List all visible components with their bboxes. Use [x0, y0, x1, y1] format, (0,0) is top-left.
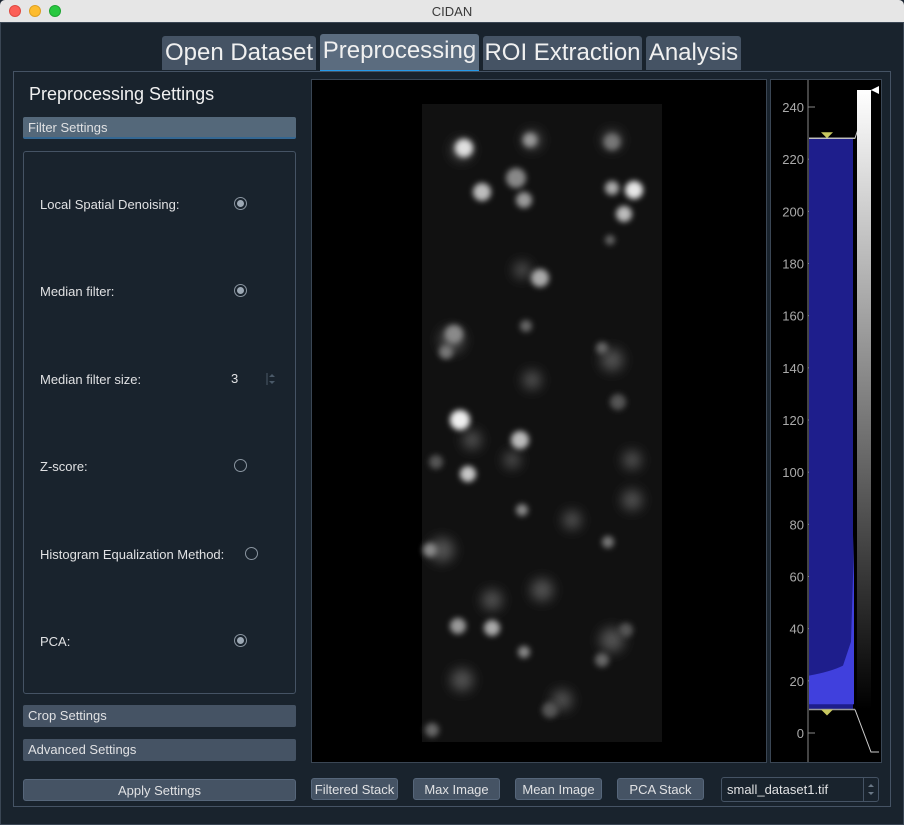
histogram-tick-label: 180 [782, 257, 804, 272]
pca-stack-button[interactable]: PCA Stack [617, 778, 704, 800]
histogram-distribution [809, 534, 854, 705]
chevron-updown-icon [863, 778, 874, 801]
histogram-tick-label: 220 [782, 152, 804, 167]
pca-radio[interactable] [234, 634, 247, 647]
histogram-tick-label: 120 [782, 413, 804, 428]
tab-open-dataset[interactable]: Open Dataset [162, 36, 316, 70]
histogram-tick-label: 140 [782, 361, 804, 376]
apply-settings-button[interactable]: Apply Settings [23, 779, 296, 801]
lut-curve-low [854, 709, 879, 753]
lut-handle-icon[interactable] [871, 86, 879, 94]
close-window-button[interactable] [9, 5, 21, 17]
z-score-label: Z-score: [40, 459, 88, 474]
histogram-equalization-label: Histogram Equalization Method: [40, 547, 225, 562]
filter-settings-header[interactable]: Filter Settings [23, 117, 296, 139]
histogram-tick-label: 240 [782, 100, 804, 115]
histogram-equalization-radio[interactable] [245, 547, 258, 560]
histogram-tick-label: 80 [790, 517, 804, 532]
histogram-tick-label: 60 [790, 570, 804, 585]
dataset-select-value: small_dataset1.tif [727, 782, 829, 797]
median-filter-size-label: Median filter size: [40, 372, 142, 387]
histogram-level-region[interactable] [809, 138, 853, 710]
local-spatial-denoising-label: Local Spatial Denoising: [40, 197, 180, 212]
title-bar: CIDAN [0, 0, 904, 23]
mean-image-button[interactable]: Mean Image [515, 778, 602, 800]
median-filter-radio[interactable] [234, 284, 247, 297]
local-spatial-denoising-radio[interactable] [234, 197, 247, 210]
level-max-handle[interactable] [821, 132, 833, 139]
advanced-settings-header[interactable]: Advanced Settings [23, 739, 296, 761]
tab-analysis[interactable]: Analysis [646, 36, 741, 70]
tab-preprocessing[interactable]: Preprocessing [320, 34, 479, 72]
median-filter-size-input[interactable]: 3 [231, 371, 239, 386]
spin-arrows-icon[interactable] [264, 372, 278, 386]
histogram-tick-label: 100 [782, 465, 804, 480]
z-score-radio[interactable] [234, 459, 247, 472]
histogram-tick-label: 160 [782, 309, 804, 324]
minimize-window-button[interactable] [29, 5, 41, 17]
pca-label: PCA: [40, 634, 71, 649]
crop-settings-header[interactable]: Crop Settings [23, 705, 296, 727]
gradient-lut-bar[interactable] [857, 90, 871, 710]
window-title: CIDAN [431, 4, 473, 19]
filtered-stack-button[interactable]: Filtered Stack [311, 778, 398, 800]
histogram-tick-label: 200 [782, 204, 804, 219]
zoom-window-button[interactable] [49, 5, 61, 17]
dataset-select[interactable]: small_dataset1.tif [721, 777, 879, 802]
histogram-tick-label: 20 [790, 674, 804, 689]
settings-title: Preprocessing Settings [29, 84, 215, 104]
histogram-panel[interactable]: 240 220 200 180 160 140 120 100 80 60 40 20 0 [770, 79, 882, 763]
image-viewer[interactable] [311, 79, 767, 763]
histogram-tick-label: 40 [790, 622, 804, 637]
histogram-tick-label: 0 [797, 726, 804, 741]
microscopy-image [422, 104, 662, 742]
filter-settings-panel [23, 151, 296, 694]
median-filter-label: Median filter: [40, 284, 115, 299]
tab-roi-extraction[interactable]: ROI Extraction [483, 36, 642, 70]
level-min-handle[interactable] [821, 709, 833, 716]
max-image-button[interactable]: Max Image [413, 778, 500, 800]
